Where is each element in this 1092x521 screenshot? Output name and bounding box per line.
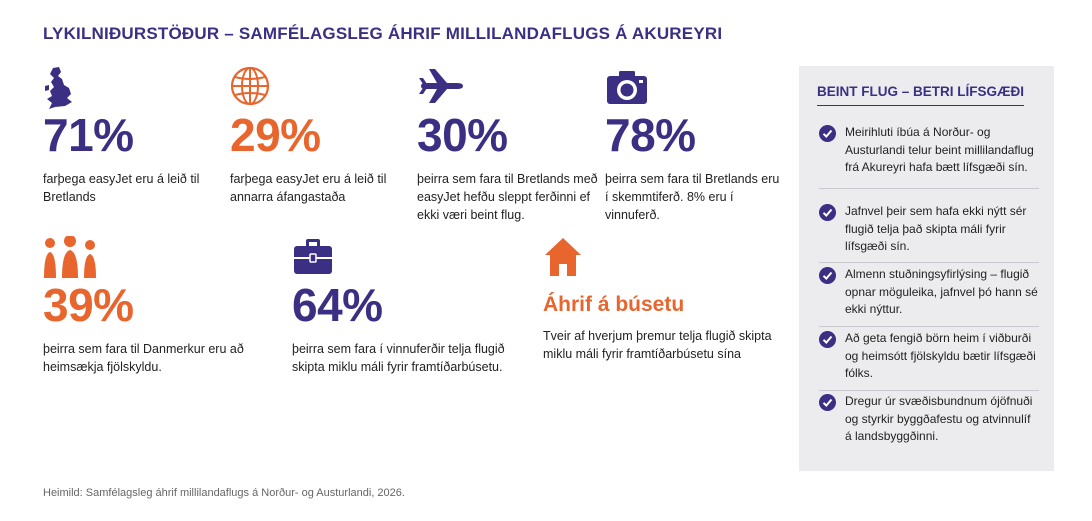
stat-description: þeirra sem fara til Bretlands eru í skem…: [605, 172, 780, 222]
divider: [819, 326, 1039, 327]
page-title: LYKILNIÐURSTÖÐUR – SAMFÉLAGSLEG ÁHRIF MI…: [43, 24, 723, 43]
stat-value: 71%: [43, 109, 134, 161]
stat-heading: Áhrif á búsetu: [543, 293, 685, 316]
stat-would-skip-trip: 30% þeirra sem fara til Bretlands með ea…: [417, 66, 602, 224]
stat-business-travel: 64% þeirra sem fara í vinnuferðir telja …: [292, 236, 532, 376]
stat-description: farþega easyJet eru á leið til Bretlands: [43, 172, 200, 204]
checkmark-icon: [819, 267, 836, 284]
list-item: Almenn stuðningsyfirlýsing – flugið opna…: [819, 266, 1039, 327]
globe-icon: [230, 66, 405, 110]
list-item: Meirihluti íbúa á Norður- og Austurlandi…: [819, 124, 1039, 189]
panel-title: BEINT FLUG – BETRI LÍFSGÆÐI: [817, 84, 1025, 106]
stat-description: þeirra sem fara til Danmerkur eru að hei…: [43, 342, 244, 374]
list-item: Dregur úr svæðisbundnum ójöfnuði og styr…: [819, 393, 1039, 446]
benefits-panel: BEINT FLUG – BETRI LÍFSGÆÐI Meirihluti í…: [799, 66, 1054, 471]
list-item-text: Að geta fengið börn heim í viðburði og h…: [845, 331, 1036, 380]
list-item-text: Meirihluti íbúa á Norður- og Austurlandi…: [845, 125, 1034, 174]
stat-visiting-family: 39% þeirra sem fara til Danmerkur eru að…: [43, 236, 273, 376]
checkmark-icon: [819, 331, 836, 348]
stat-description: þeirra sem fara í vinnuferðir telja flug…: [292, 342, 505, 374]
checkmark-icon: [819, 394, 836, 411]
camera-icon: [605, 66, 780, 110]
briefcase-icon: [292, 236, 532, 280]
list-item-text: Dregur úr svæðisbundnum ójöfnuði og styr…: [845, 394, 1033, 443]
checkmark-icon: [819, 204, 836, 221]
stat-value: 29%: [230, 109, 321, 161]
list-item: Að geta fengið börn heim í viðburði og h…: [819, 330, 1039, 391]
divider: [819, 188, 1039, 189]
list-item: Jafnvel þeir sem hafa ekki nýtt sér flug…: [819, 203, 1039, 263]
stat-other-destinations: 29% farþega easyJet eru á leið til annar…: [230, 66, 405, 206]
stat-description: Tveir af hverjum þremur telja flugið ski…: [543, 329, 772, 361]
stat-value: 30%: [417, 109, 508, 161]
source-footnote: Heimild: Samfélagsleg áhrif millilandafl…: [43, 487, 405, 499]
stat-value: 39%: [43, 279, 134, 331]
stat-value: 78%: [605, 109, 696, 161]
checkmark-icon: [819, 125, 836, 142]
divider: [819, 390, 1039, 391]
stat-description: þeirra sem fara til Bretlands með easyJe…: [417, 172, 598, 222]
stat-residence-impact: Áhrif á búsetu Tveir af hverjum þremur t…: [543, 236, 783, 363]
list-item-text: Jafnvel þeir sem hafa ekki nýtt sér flug…: [845, 204, 1027, 253]
stat-britain-share: 71% farþega easyJet eru á leið til Bretl…: [43, 66, 218, 206]
family-icon: [43, 236, 273, 280]
stat-leisure-trip: 78% þeirra sem fara til Bretlands eru í …: [605, 66, 780, 224]
house-icon: [543, 236, 783, 280]
stat-description: farþega easyJet eru á leið til annarra á…: [230, 172, 387, 204]
airplane-icon: [417, 66, 602, 110]
map-of-britain-icon: [43, 66, 218, 110]
stat-value: 64%: [292, 279, 383, 331]
divider: [819, 262, 1039, 263]
list-item-text: Almenn stuðningsyfirlýsing – flugið opna…: [845, 267, 1038, 316]
